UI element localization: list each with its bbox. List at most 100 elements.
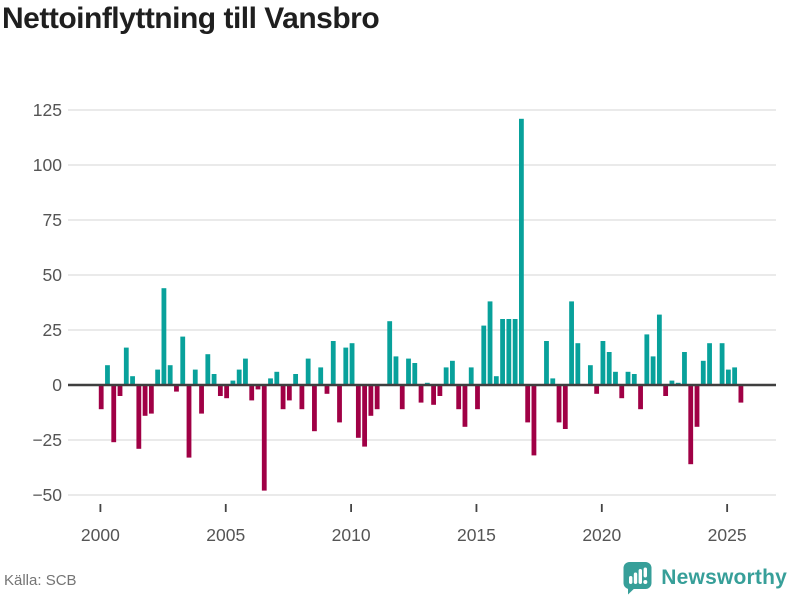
y-tick-label-25: 25 (43, 320, 62, 340)
gridlines (68, 109, 776, 496)
bar-2000Q2 (105, 365, 110, 385)
bar-2022Q2 (656, 314, 662, 385)
bar-2006Q2 (255, 385, 261, 390)
y-tick-label-50: 50 (43, 265, 63, 285)
bar-2001Q3 (136, 385, 142, 449)
bar-2013Q4 (443, 367, 449, 385)
bar-2009Q3 (337, 385, 342, 423)
bar-2024Q1 (700, 360, 706, 385)
bar-2000Q1 (98, 385, 104, 410)
bar-2005Q1 (224, 385, 230, 399)
x-tick-label-2010: 2010 (332, 525, 371, 545)
bar-2015Q2 (481, 325, 487, 385)
bar-2021Q2 (631, 374, 637, 385)
bar-2020Q1 (600, 341, 606, 385)
bar-2024Q4 (719, 343, 725, 385)
newsworthy-logo-icon (623, 562, 652, 595)
bar-2008Q3 (312, 385, 317, 432)
bar-2015Q1 (475, 385, 480, 410)
bar-2004Q2 (205, 354, 211, 385)
newsworthy-logo[interactable]: Newsworthy (622, 561, 787, 595)
bar-2022Q4 (669, 380, 675, 385)
bar-2004Q4 (217, 385, 223, 396)
bar-2011Q3 (387, 321, 393, 385)
bar-2023Q4 (694, 385, 700, 427)
bar-2003Q1 (174, 385, 179, 392)
bar-2012Q1 (399, 385, 405, 410)
bar-2006Q4 (268, 378, 273, 385)
bars (98, 118, 744, 491)
bar-2022Q1 (650, 356, 656, 385)
bar-2002Q1 (148, 385, 154, 414)
bar-2018Q3 (562, 385, 568, 429)
bar-2005Q4 (243, 358, 248, 385)
y-tick-label-−50: −50 (32, 485, 62, 505)
bar-2021Q1 (625, 371, 631, 385)
bar-2000Q3 (111, 385, 117, 443)
bar-2013Q2 (431, 385, 436, 405)
y-axis-labels: 125 100 75 50 25 0 −25 −50 (32, 100, 62, 505)
bar-2020Q3 (613, 371, 618, 385)
x-tick-label-2025: 2025 (708, 525, 747, 545)
bar-2006Q3 (261, 385, 267, 491)
bar-2021Q4 (644, 334, 650, 385)
bar-2009Q2 (330, 341, 336, 385)
bar-2016Q4 (519, 118, 524, 386)
x-axis-labels: 2000 2005 2010 2015 2020 2025 (81, 525, 747, 545)
bar-2001Q2 (130, 376, 135, 385)
y-tick-label-100: 100 (33, 155, 62, 175)
bar-2004Q3 (211, 374, 217, 385)
bar-2020Q2 (606, 352, 612, 385)
newsworthy-logo-text: Newsworthy (661, 566, 787, 589)
bar-2014Q3 (462, 385, 468, 427)
bar-2002Q4 (167, 365, 173, 385)
bar-2007Q4 (293, 374, 299, 385)
bar-2019Q4 (594, 385, 600, 394)
bar-2013Q3 (437, 385, 443, 396)
bar-2015Q3 (487, 301, 493, 385)
bar-2009Q4 (343, 347, 349, 385)
bar-2003Q3 (186, 385, 192, 458)
bar-2018Q1 (550, 378, 556, 385)
bar-2022Q3 (663, 385, 669, 396)
bar-2007Q2 (280, 385, 286, 410)
bar-2012Q4 (418, 385, 424, 403)
bar-2024Q2 (707, 343, 712, 385)
bar-2009Q1 (324, 385, 330, 394)
x-axis-ticks (99, 504, 729, 512)
bar-2010Q1 (349, 343, 355, 385)
x-tick-label-2005: 2005 (206, 525, 245, 545)
bar-2001Q1 (123, 347, 129, 385)
y-tick-label-−25: −25 (32, 430, 62, 450)
bar-2010Q3 (362, 385, 368, 447)
bar-2025Q2 (732, 367, 738, 385)
bar-2014Q1 (450, 360, 455, 385)
bar-2014Q4 (468, 367, 474, 385)
bar-2020Q4 (619, 385, 625, 399)
bar-2021Q3 (638, 385, 643, 410)
bar-2007Q3 (286, 385, 292, 401)
bar-2008Q1 (299, 385, 305, 410)
source-note: Källa: SCB (4, 572, 77, 589)
x-tick-label-2000: 2000 (81, 525, 120, 545)
y-tick-label-75: 75 (43, 210, 62, 230)
bar-2007Q1 (274, 371, 280, 385)
bar-2003Q2 (180, 336, 186, 385)
bar-2006Q1 (249, 385, 255, 401)
bar-2016Q1 (500, 319, 505, 385)
bar-2008Q4 (318, 367, 324, 385)
x-tick-label-2020: 2020 (582, 525, 621, 545)
bar-2023Q2 (682, 352, 687, 385)
bar-2001Q4 (142, 385, 148, 416)
bar-2017Q1 (525, 385, 531, 423)
y-tick-label-125: 125 (33, 100, 62, 120)
bar-2017Q4 (544, 341, 549, 385)
bar-2015Q4 (493, 376, 499, 385)
bar-2018Q2 (556, 385, 562, 423)
bar-2005Q3 (236, 369, 242, 385)
bar-2011Q4 (393, 356, 399, 385)
bar-2000Q4 (117, 385, 123, 396)
bar-2019Q1 (575, 343, 581, 385)
chart-title: Nettoinflyttning till Vansbro (2, 2, 380, 35)
